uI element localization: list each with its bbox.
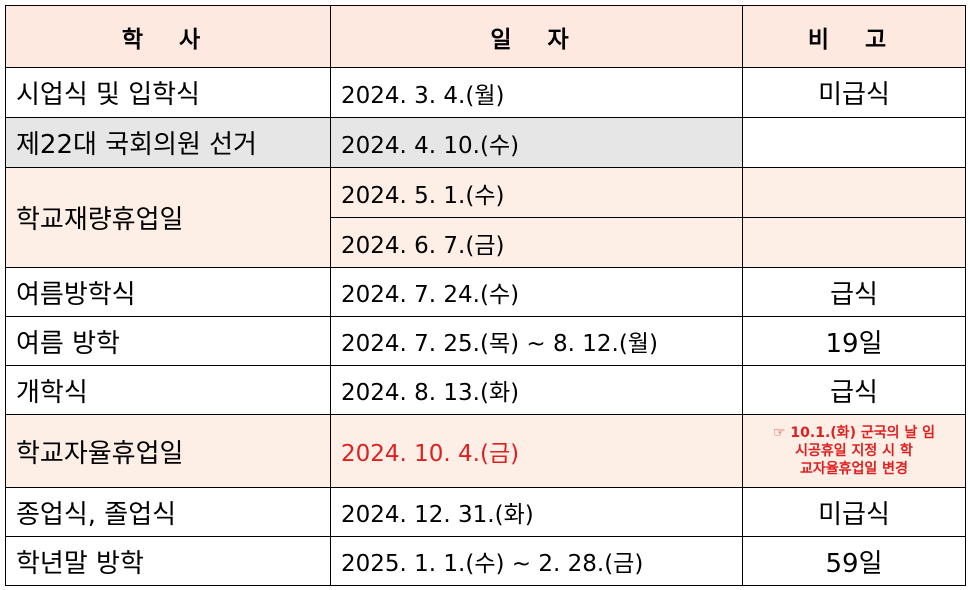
date-cell: 2024. 8. 13.(화) [330,365,743,415]
table-row: 종업식, 졸업식 2024. 12. 31.(화) 미급식 [5,487,966,537]
header-row: 학 사 일 자 비 고 [5,5,966,68]
note-cell: 급식 [742,365,966,415]
table-row: 개학식 2024. 8. 13.(화) 급식 [5,365,966,415]
note-cell [742,217,966,268]
date-cell: 2025. 1. 1.(수) ~ 2. 28.(금) [330,536,743,586]
table-row: 학교재량휴업일 2024. 5. 1.(수) [5,167,966,268]
table-row: 시업식 및 입학식 2024. 3. 4.(월) 미급식 [5,67,966,118]
event-cell: 제22대 국회의원 선거 [5,117,331,168]
date-cell: 2024. 6. 7.(금) [330,217,743,268]
note-cell: ☞ 10.1.(화) 군국의 날 임 시공휴일 지정 시 학 교자율휴업일 변경 [742,414,966,488]
date-cell: 2024. 5. 1.(수) [330,167,743,218]
header-date: 일 자 [330,5,743,68]
event-cell: 개학식 [5,365,331,415]
note-cell: 59일 [742,536,966,586]
school-calendar-table: 학 사 일 자 비 고 시업식 및 입학식 2024. 3. 4.(월) 미급식… [5,5,966,586]
event-cell: 여름 방학 [5,316,331,366]
note-line: 교자율휴업일 변경 [800,461,908,477]
table-row: 학년말 방학 2025. 1. 1.(수) ~ 2. 28.(금) 59일 [5,536,966,586]
table-row: 여름방학식 2024. 7. 24.(수) 급식 [5,267,966,317]
date-cell: 2024. 4. 10.(수) [330,117,743,168]
event-cell: 시업식 및 입학식 [5,67,331,118]
table-row: 학교자율휴업일 2024. 10. 4.(금) ☞ 10.1.(화) 군국의 날… [5,414,966,488]
note-line: 시공휴일 지정 시 학 [795,443,913,459]
table-row: 여름 방학 2024. 7. 25.(목) ~ 8. 12.(월) 19일 [5,316,966,366]
event-cell: 학년말 방학 [5,536,331,586]
note-cell [742,167,966,218]
note-line: ☞ 10.1.(화) 군국의 날 임 [773,425,935,441]
event-cell: 학교자율휴업일 [5,414,331,488]
event-cell: 여름방학식 [5,267,331,317]
date-cell: 2024. 7. 25.(목) ~ 8. 12.(월) [330,316,743,366]
note-cell: 급식 [742,267,966,317]
header-note: 비 고 [742,5,966,68]
date-cell: 2024. 3. 4.(월) [330,67,743,118]
event-cell: 종업식, 졸업식 [5,487,331,537]
note-cell: 19일 [742,316,966,366]
header-event: 학 사 [5,5,331,68]
date-cell: 2024. 10. 4.(금) [330,414,743,488]
date-cell: 2024. 12. 31.(화) [330,487,743,537]
note-cell: 미급식 [742,487,966,537]
table-row: 2024. 6. 7.(금) [6,217,966,268]
date-cell: 2024. 7. 24.(수) [330,267,743,317]
note-cell [742,117,966,168]
event-cell: 학교재량휴업일 [5,167,331,268]
table-row: 제22대 국회의원 선거 2024. 4. 10.(수) [5,117,966,168]
note-cell: 미급식 [742,67,966,118]
